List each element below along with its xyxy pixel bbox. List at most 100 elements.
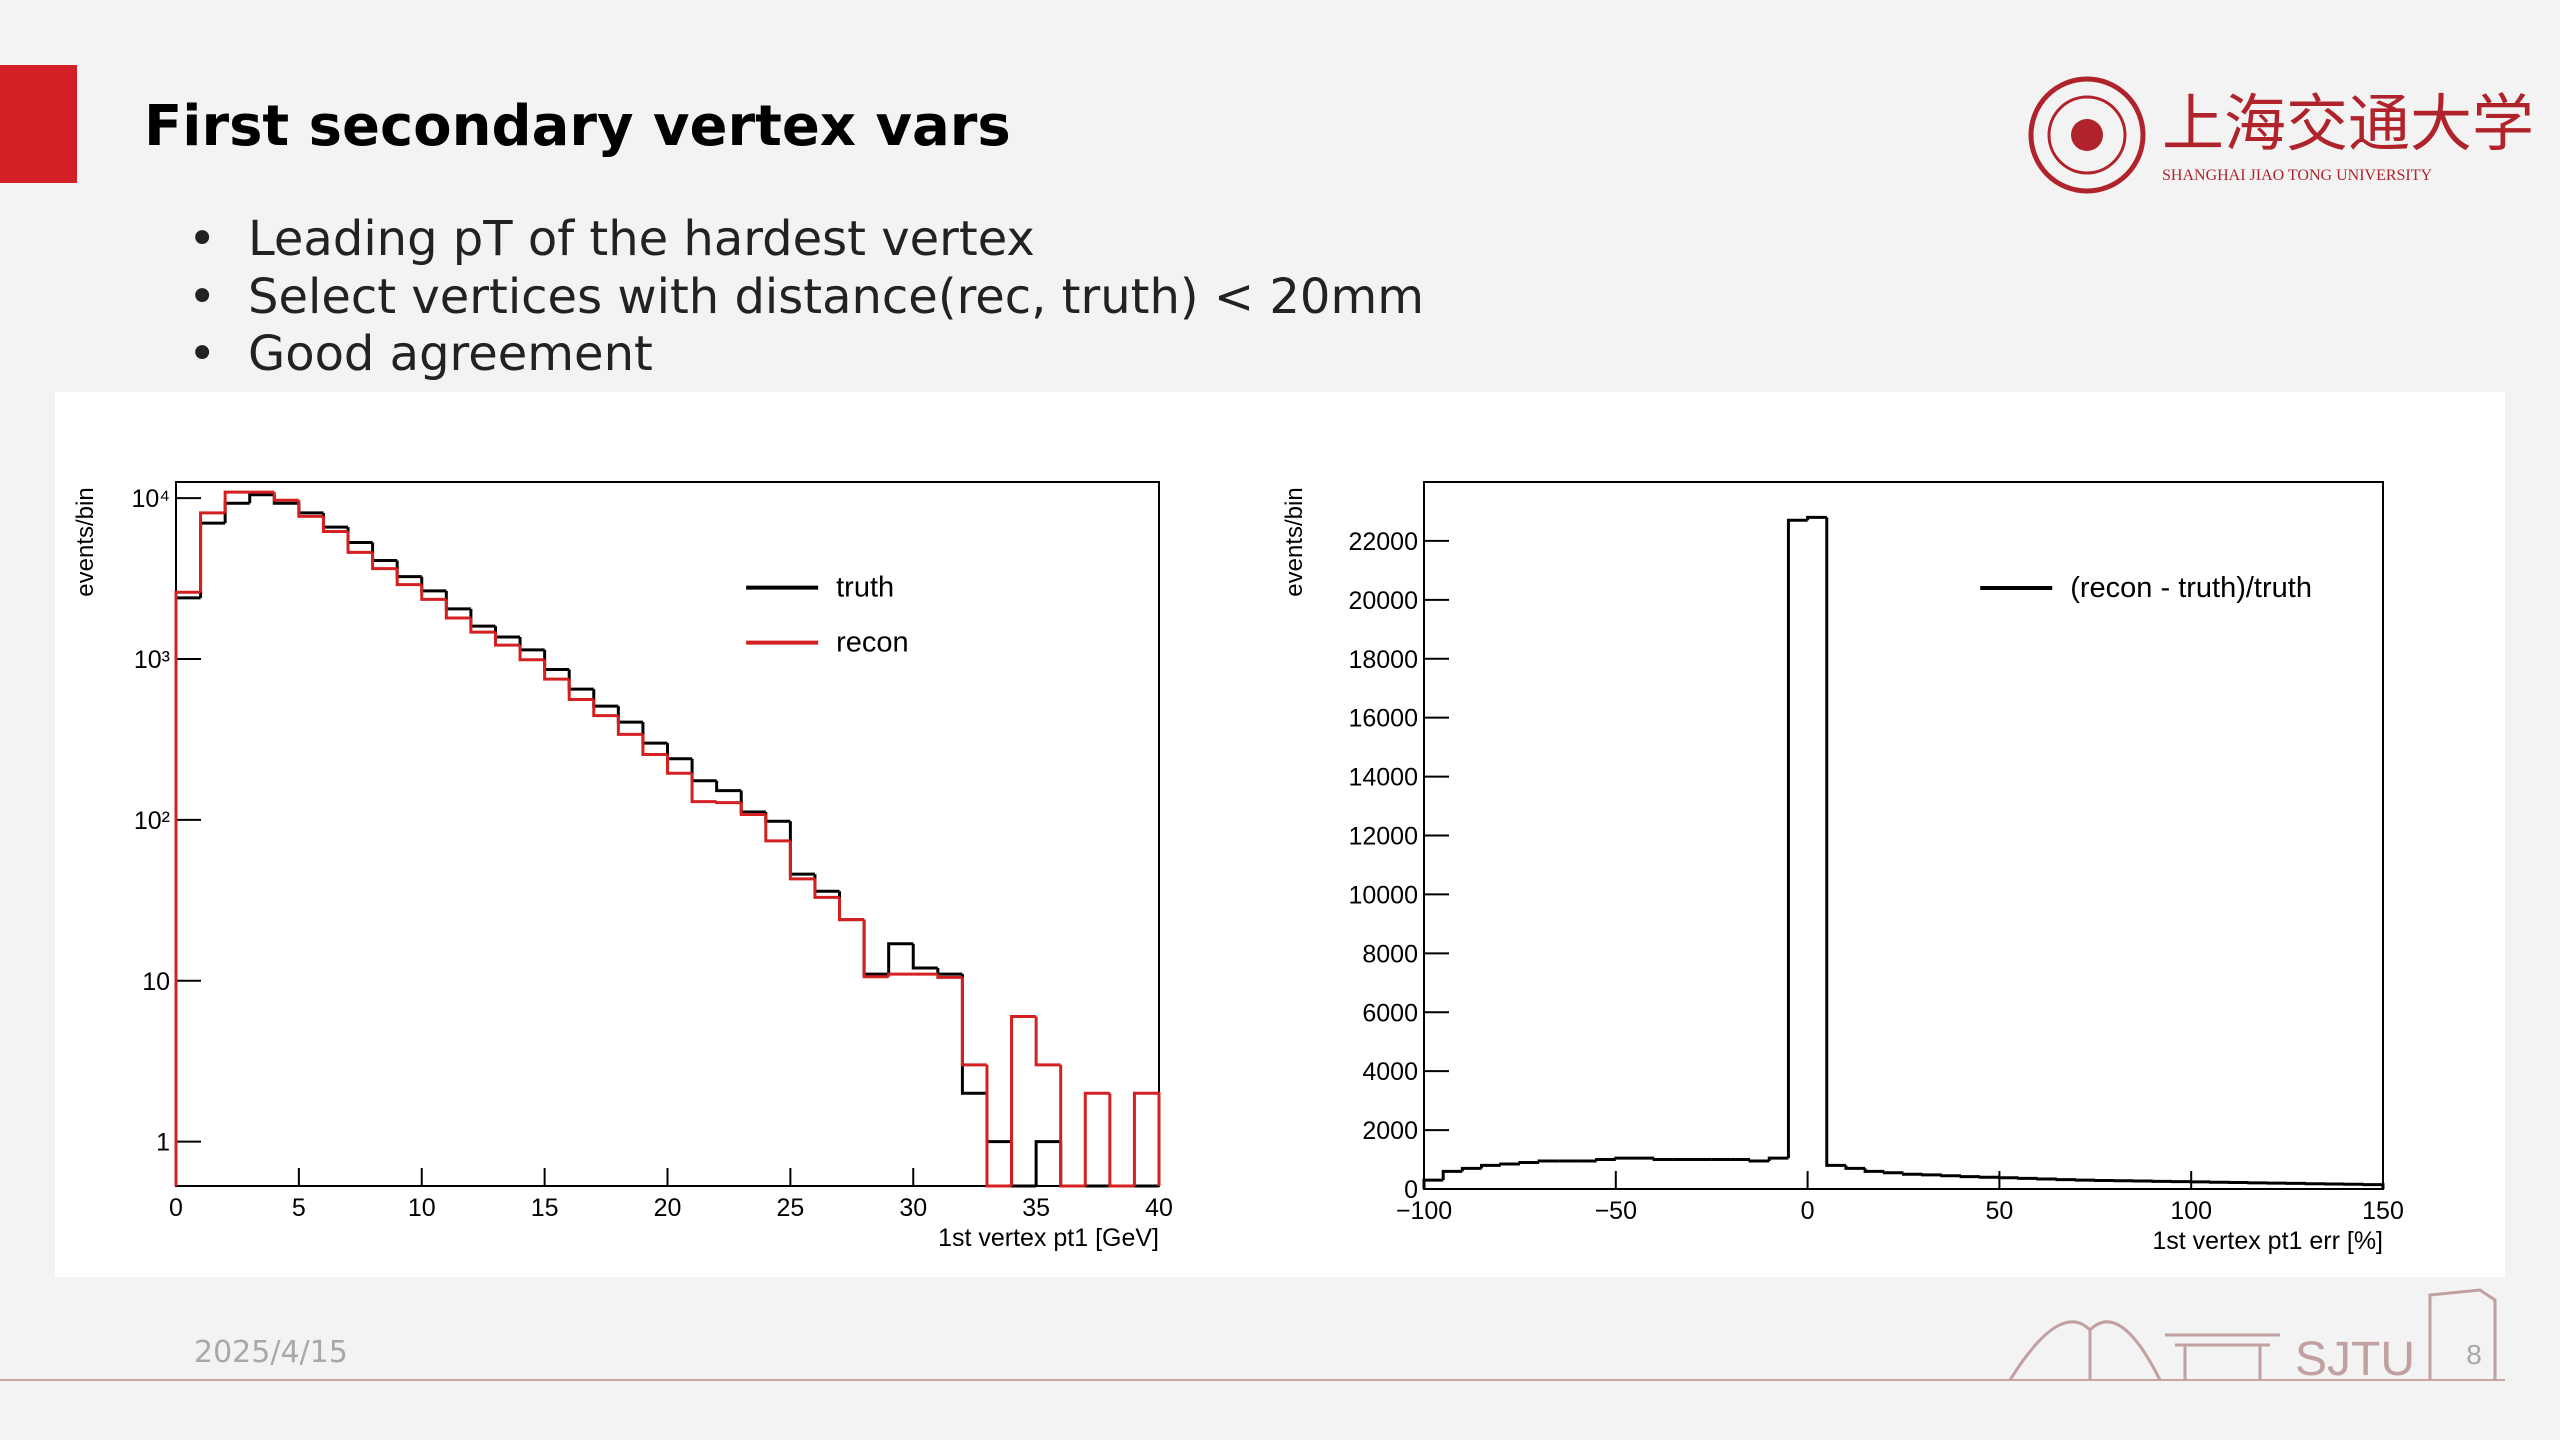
- y-tick-label: 16000: [1348, 705, 1418, 733]
- logo-seal: [2028, 76, 2146, 194]
- histogram-bin: [1441, 1169, 1463, 1181]
- histogram-bin: [1034, 1140, 1061, 1186]
- plot-frame: [175, 481, 1160, 1187]
- histogram-bin: [641, 734, 668, 756]
- histogram-bin: [690, 773, 717, 804]
- y-tick-label: 8000: [1362, 940, 1418, 968]
- histogram-bin: [960, 977, 987, 1067]
- x-axis-title: 1st vertex pt1 err [%]: [2152, 1227, 2383, 1255]
- x-tick-label: 35: [1022, 1194, 1050, 1222]
- histogram-bin: [174, 590, 201, 1186]
- histogram-bin: [248, 493, 275, 504]
- logo-seal-core: [2071, 119, 2103, 151]
- x-tick-label: 25: [776, 1194, 804, 1222]
- y-tick-label: 10⁴: [131, 485, 170, 513]
- histogram-bin: [1940, 1174, 1962, 1178]
- bullet: Select vertices with distance(rec, truth…: [248, 269, 1424, 325]
- histogram-bin: [1422, 1178, 1444, 1189]
- histogram-bin: [1132, 1091, 1161, 1186]
- histogram-bin: [1959, 1175, 1981, 1179]
- accent-block: [0, 65, 77, 183]
- histogram-bin: [272, 492, 299, 502]
- histogram-bin: [420, 584, 447, 601]
- legend-label: truth: [836, 572, 894, 604]
- x-tick-label: 20: [654, 1194, 682, 1222]
- x-tick-label: 0: [1801, 1197, 1815, 1225]
- histogram-bin: [1480, 1163, 1501, 1169]
- x-tick-label: −100: [1396, 1197, 1452, 1225]
- y-tick-label: 12000: [1348, 823, 1418, 851]
- legend-label: (recon - truth)/truth: [2070, 572, 2312, 604]
- histogram-bin: [1978, 1175, 2000, 1179]
- x-tick-label: 5: [292, 1194, 306, 1222]
- histogram-bin: [911, 943, 938, 970]
- histogram-bin: [223, 490, 250, 513]
- bullet-dot: •: [188, 269, 216, 325]
- histogram-bin: [715, 801, 742, 805]
- histogram-bin: [1825, 517, 1846, 1167]
- y-tick-label: 6000: [1362, 999, 1418, 1027]
- histogram-bin: [1059, 1064, 1086, 1188]
- y-tick-label: 20000: [1348, 587, 1418, 615]
- logo-name: 上海交通大学: [2162, 87, 2534, 160]
- histogram-bin: [592, 699, 619, 718]
- histogram-bin: [518, 645, 545, 662]
- y-tick-label: 10³: [134, 646, 170, 674]
- histogram-bin: [1518, 1160, 1540, 1164]
- histogram-bin: [1460, 1166, 1482, 1172]
- histogram-bin: [1806, 515, 1827, 521]
- histogram-bin: [346, 531, 373, 554]
- bullet: Leading pT of the hardest vertex: [248, 211, 1035, 267]
- plot-frame: [1423, 481, 2384, 1190]
- histogram-bin: [936, 974, 963, 979]
- y-tick-label: 4000: [1362, 1058, 1418, 1086]
- histogram-bin: [1010, 1014, 1037, 1186]
- histogram-bin: [1902, 1172, 1923, 1176]
- histogram-bin: [887, 942, 914, 975]
- histogram-bin: [567, 679, 594, 702]
- logo-seal-inner: [2047, 95, 2127, 175]
- histogram-bin: [666, 754, 693, 775]
- y-tick-label: 14000: [1348, 764, 1418, 792]
- y-tick-label: 0: [1404, 1176, 1418, 1204]
- y-tick-label: 10000: [1348, 881, 1418, 909]
- histogram-bin: [1652, 1158, 1674, 1162]
- logo: 上海交通大学 SHANGHAI JIAO TONG UNIVERSITY: [2028, 76, 2534, 194]
- x-axis-title: 1st vertex pt1 [GeV]: [938, 1224, 1159, 1252]
- y-tick-label: 18000: [1348, 646, 1418, 674]
- histogram-bin: [297, 500, 324, 518]
- charts: 0 5 10 15 20 25 30 35 40 1 10 10² 10³ 10⁴ events/bin 1s…: [72, 481, 2404, 1255]
- histogram-bin: [739, 802, 766, 817]
- x-tick-label: −50: [1595, 1197, 1637, 1225]
- histogram-bin: [1748, 1159, 1770, 1163]
- x-tick-label: 40: [1145, 1194, 1173, 1222]
- histogram-bin: [2017, 1176, 2038, 1180]
- legend-label: recon: [836, 627, 909, 659]
- histogram-bin: [1595, 1158, 1616, 1162]
- y-tick-label: 1: [156, 1129, 170, 1157]
- x-tick-label: 30: [899, 1194, 927, 1222]
- logo-subtitle: SHANGHAI JIAO TONG UNIVERSITY: [2162, 167, 2433, 184]
- y-axis-title: events/bin: [72, 487, 99, 596]
- x-tick-label: 0: [169, 1194, 183, 1222]
- histogram-bin: [1614, 1156, 1635, 1160]
- bullet: Good agreement: [248, 326, 653, 382]
- histogram-bin: [493, 632, 521, 647]
- x-tick-label: 50: [1985, 1197, 2013, 1225]
- histogram-bin: [321, 516, 349, 534]
- x-tick-label: 100: [2170, 1197, 2212, 1225]
- page-number: 8: [2466, 1339, 2482, 1370]
- histogram-bin: [788, 840, 815, 881]
- y-tick-label: 10: [142, 968, 170, 996]
- histogram-bin: [887, 972, 914, 977]
- x-tick-label: 150: [2362, 1197, 2404, 1225]
- slide-title: First secondary vertex vars: [144, 94, 1011, 159]
- bullet-dot: •: [188, 326, 216, 382]
- histogram-bin: [715, 780, 742, 793]
- footer-logo: SJTU: [2295, 1333, 2415, 1386]
- footer-graphic: [2008, 1288, 2497, 1381]
- histogram-bin: [1863, 1168, 1885, 1173]
- histogram-bin: [1083, 1091, 1110, 1186]
- histogram-bin: [1844, 1165, 1866, 1170]
